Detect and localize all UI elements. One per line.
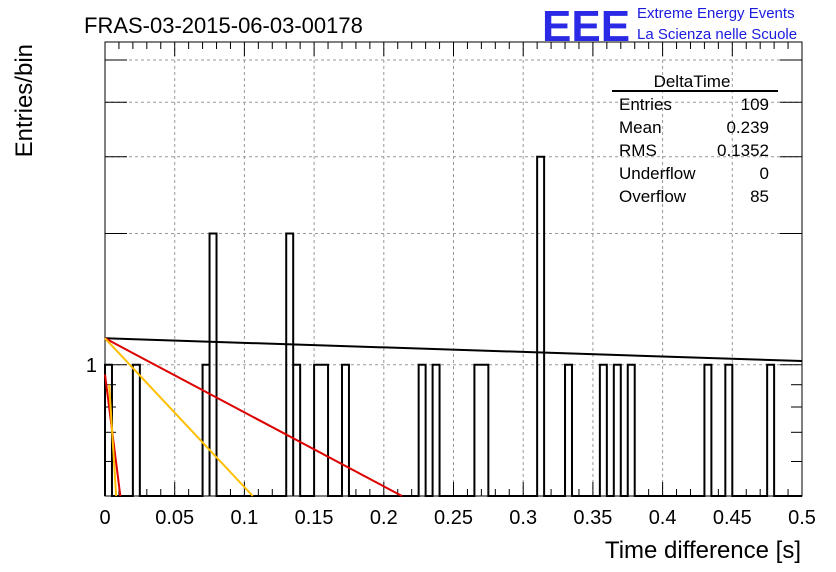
x-tick-label: 0.05 [155,507,194,529]
stats-box: DeltaTime Entries 109 Mean 0.239 RMS 0.1352 Un… [612,72,778,206]
stats-label-underflow: Underflow [619,164,696,183]
stats-label-entries: Entries [619,95,672,114]
logo-line-2: La Scienza nelle Scuole [637,26,797,43]
y-tick-labels: 1 [86,355,97,377]
x-tick-label: 0.45 [713,507,752,529]
stats-value-underflow: 0 [760,164,769,183]
x-tick-label: 0.3 [509,507,537,529]
chart-title: FRAS-03-2015-06-03-00178 [84,13,363,38]
stats-value-overflow: 85 [750,187,769,206]
stats-label-mean: Mean [619,118,662,137]
stats-label-overflow: Overflow [619,187,687,206]
stats-box-title: DeltaTime [654,72,731,91]
x-tick-label: 0.35 [573,507,612,529]
stats-label-rms: RMS [619,141,657,160]
fit-line-1 [104,337,403,497]
eee-logo: EEE Extreme Energy Events La Scienza nel… [542,2,797,51]
fit-lines [104,337,803,497]
fit-line-4 [108,384,118,497]
fit-line-2 [104,337,254,497]
stats-value-mean: 0.239 [726,118,769,137]
x-tick-labels: 0 0.05 0.1 0.15 0.2 0.25 0.3 0.35 0.4 0.45 0.5 [99,507,815,529]
x-tick-label: 0.1 [230,507,258,529]
x-tick-label: 0.5 [788,507,816,529]
x-tick-label: 0.25 [434,507,473,529]
x-tick-label: 0.15 [295,507,334,529]
y-tick-label: 1 [86,355,97,377]
x-axis-label: Time difference [s] [605,537,801,564]
stats-value-entries: 109 [741,95,769,114]
x-tick-label: 0 [99,507,110,529]
y-axis-label: Entries/bin [11,44,38,157]
histogram-outline [104,155,802,497]
logo-line-1: Extreme Energy Events [637,5,795,22]
x-tick-label: 0.4 [649,507,677,529]
x-tick-label: 0.2 [370,507,398,529]
fit-line-0 [104,337,803,363]
stats-value-rms: 0.1352 [717,141,769,160]
